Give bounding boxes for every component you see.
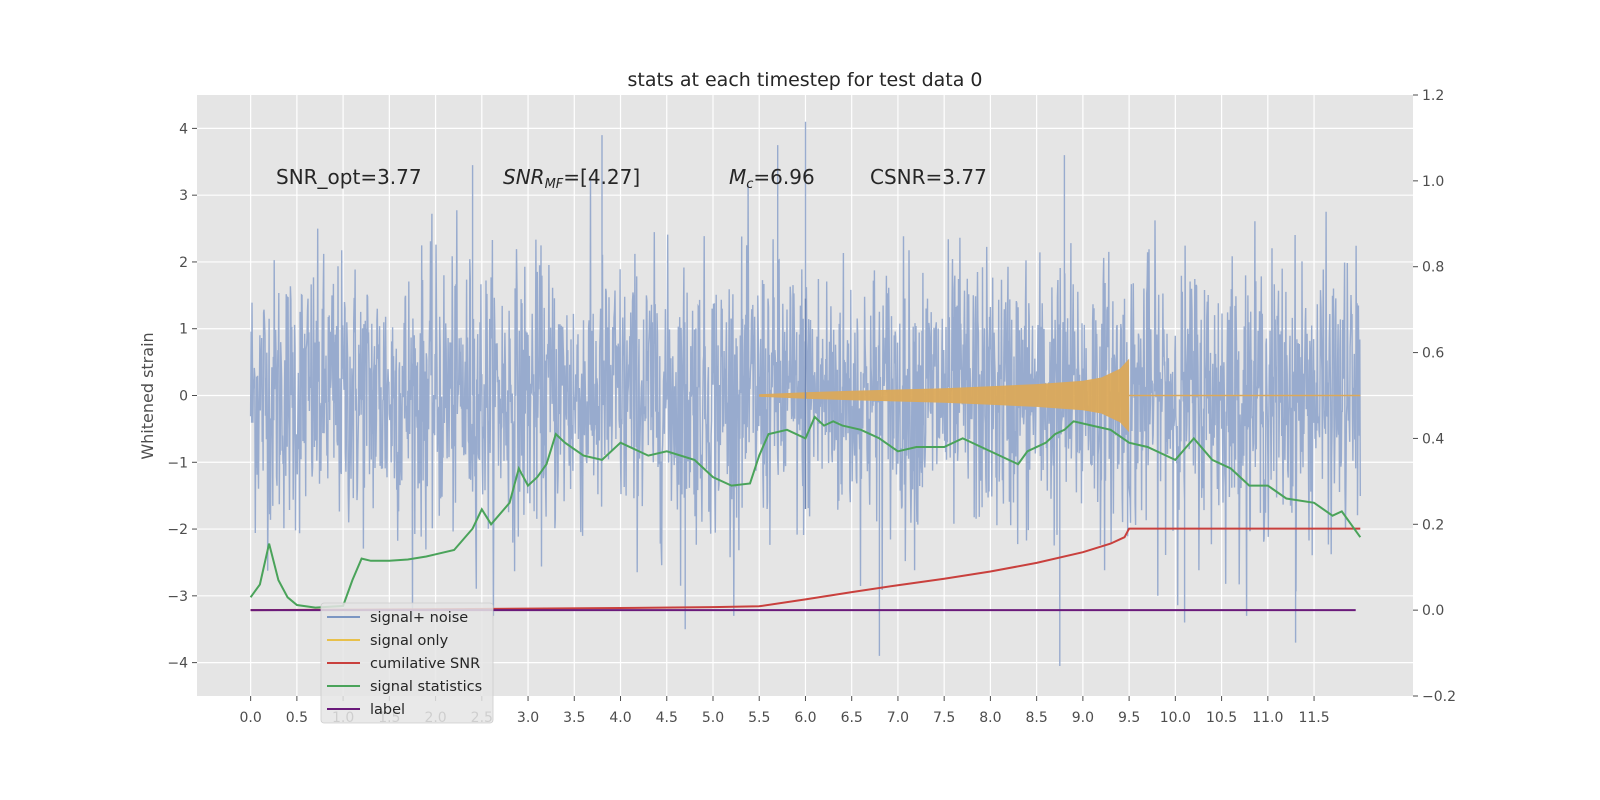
x-tick-label: 10.5 [1206,710,1237,726]
y-tick-label: −1 [167,455,188,471]
x-tick-label: 8.0 [979,710,1001,726]
signal-only-series [759,298,1361,510]
x-tick-label: 4.5 [656,710,678,726]
x-tick-label: 11.0 [1252,710,1283,726]
x-tick-label: 9.0 [1072,710,1094,726]
signal-only-envelope [759,358,1130,433]
x-tick-label: 5.0 [702,710,724,726]
y-tick-label: −3 [167,589,188,605]
right-y-tick-label: 0.4 [1422,431,1444,447]
x-tick-label: 6.5 [841,710,863,726]
x-tick-label: 7.0 [887,710,909,726]
y-tick-label: 0 [179,389,188,405]
y-tick-label: 2 [179,255,188,271]
annotation-text: Mc=6.96 [729,165,815,192]
right-y-tick-label: 0.0 [1422,603,1444,619]
right-y-tick-label: 0.8 [1422,260,1444,276]
y-tick-label: −2 [167,522,188,538]
x-tick-label: 11.5 [1298,710,1329,726]
x-tick-label: 0.5 [286,710,308,726]
legend-label: signal only [370,633,449,649]
right-y-tick-label: 1.2 [1422,88,1444,104]
legend-label: cumilative SNR [370,656,480,672]
x-tick-label: 8.5 [1026,710,1048,726]
right-y-tick-label: 1.0 [1422,174,1444,190]
right-y-tick-label: 0.6 [1422,346,1444,362]
legend-label: signal statistics [370,679,482,695]
legend-label: signal+ noise [370,610,468,626]
y-tick-label: −4 [167,656,188,672]
legend-box [320,602,494,724]
annotation-text: CSNR=3.77 [870,165,987,189]
x-tick-label: 9.5 [1118,710,1140,726]
x-tick-label: 3.5 [563,710,585,726]
annotation-text: SNRMF=[4.27] [503,165,640,192]
cumilative-snr-line [250,527,1361,612]
right-y-tick-label: −0.2 [1422,689,1456,705]
x-tick-label: 10.0 [1160,710,1191,726]
y-tick-label: 4 [179,121,188,137]
y-tick-label: 1 [179,322,188,338]
y-tick-label: 3 [179,188,188,204]
y-axis-label: Whitened strain [138,332,157,459]
annotations: SNR_opt=3.77 SNRMF=[4.27] Mc=6.96 CSNR=3.77 [276,165,987,192]
x-tick-label: 0.0 [240,710,262,726]
x-tick-label: 7.5 [933,710,955,726]
x-tick-label: 5.5 [748,710,770,726]
signal-statistics-line [249,415,1362,609]
legend: signal+ noise signal only cumilative SNR si… [320,602,494,724]
x-tick-label: 4.0 [609,710,631,726]
legend-label: label [370,702,405,718]
x-tick-label: 3.0 [517,710,539,726]
chart-title: stats at each timestep for test data 0 [627,69,982,91]
right-y-tick-label: 0.2 [1422,517,1444,533]
annotation-text: SNR_opt=3.77 [276,165,422,189]
x-tick-label: 6.0 [794,710,816,726]
